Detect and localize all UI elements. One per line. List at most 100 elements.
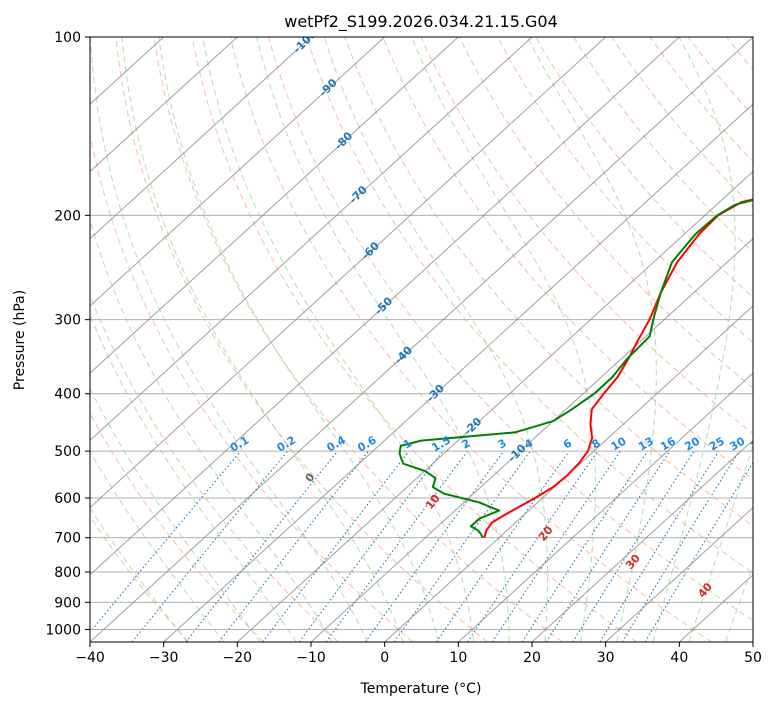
moist-adiabat-line xyxy=(90,507,188,642)
dry-adiabat-line xyxy=(90,412,264,642)
dry-adiabat-line xyxy=(726,37,753,71)
dry-adiabat-line xyxy=(420,37,753,435)
x-axis-title: Temperature (°C) xyxy=(360,681,482,697)
isotherm-line xyxy=(163,103,753,642)
isotherm-line xyxy=(90,37,533,442)
isotherm-line xyxy=(90,37,312,240)
isotherm-line xyxy=(384,305,753,642)
temperature-profile-line xyxy=(483,198,753,538)
y-tick-label: 900 xyxy=(54,595,81,611)
dry-adiabat-line xyxy=(765,37,775,642)
y-tick-label: 200 xyxy=(54,208,81,224)
y-axis: 100 200 300 400 500 600 700 800 900 1000 xyxy=(45,30,90,638)
isotherm-line xyxy=(605,506,753,642)
dry-adiabat-line xyxy=(649,37,753,163)
moist-adiabat-line xyxy=(202,37,475,642)
y-tick-label: 400 xyxy=(54,387,81,403)
moist-adiabat-line xyxy=(411,37,596,642)
x-tick-label: 30 xyxy=(597,650,615,666)
mixing-ratio-line xyxy=(545,450,671,642)
moist-adiabat-label: 10 xyxy=(423,492,443,512)
x-tick-label: 40 xyxy=(670,650,688,666)
mixing-ratio-label: 6 xyxy=(561,436,574,451)
dry-adiabat-line xyxy=(382,37,753,481)
isotherm-line xyxy=(90,37,386,307)
moist-adiabat-line xyxy=(652,37,736,642)
moist-adiabat-line xyxy=(725,563,753,642)
isotherm-line xyxy=(90,37,607,509)
dry-adiabat-line xyxy=(90,131,414,642)
mixing-ratio-line xyxy=(364,450,505,642)
isotherm-line xyxy=(236,170,753,642)
mixing-ratio-line xyxy=(491,450,621,642)
isotherm-label: -100 xyxy=(291,27,320,56)
moist-adiabat-line xyxy=(323,37,549,642)
y-tick-label: 800 xyxy=(54,565,81,581)
moist-adiabats xyxy=(90,37,775,642)
y-tick-label: 700 xyxy=(54,531,81,547)
mixing-ratio-line xyxy=(621,450,740,642)
x-axis: −40 −30 −20 −10 0 10 20 30 40 50 xyxy=(75,642,762,666)
profiles xyxy=(398,198,753,539)
mixing-ratio-line xyxy=(521,450,649,642)
x-tick-label: −10 xyxy=(296,650,326,666)
isotherm-line xyxy=(90,37,680,576)
y-axis-title: Pressure (hPa) xyxy=(12,290,28,390)
y-tick-label: 600 xyxy=(54,491,81,507)
x-tick-label: 10 xyxy=(449,650,467,666)
isotherm-line xyxy=(90,37,238,173)
mixing-ratio-line xyxy=(262,450,410,642)
chart-title: wetPf2_S199.2026.034.21.15.G04 xyxy=(284,12,558,32)
y-tick-label: 100 xyxy=(54,30,81,46)
dry-adiabat-line xyxy=(611,37,753,208)
moist-adiabat-line xyxy=(90,313,297,642)
moist-adiabat-line xyxy=(688,444,753,642)
dry-adiabat-line xyxy=(344,37,753,527)
dry-adiabat-line xyxy=(306,37,753,574)
isotherms xyxy=(90,37,753,642)
dewpoint-profile-line xyxy=(398,199,753,539)
moist-adiabat-line xyxy=(762,37,775,642)
pressure-gridlines xyxy=(90,37,753,630)
dry-adiabat-line xyxy=(115,37,488,642)
moist-adiabat-line xyxy=(90,387,261,642)
dry-adiabat-line xyxy=(153,37,563,642)
isotherm-line xyxy=(752,641,753,642)
isotherm-line xyxy=(90,37,459,374)
moist-adiabat-line xyxy=(256,37,510,642)
mixing-ratio-line xyxy=(599,450,720,642)
moist-adiabat-line xyxy=(90,450,225,642)
y-tick-label: 300 xyxy=(54,313,81,329)
moist-adiabat-line xyxy=(158,37,439,642)
isotherm-line xyxy=(310,237,753,642)
x-tick-label: 20 xyxy=(523,650,541,666)
x-tick-label: −40 xyxy=(75,650,105,666)
mixing-ratio-label: 3 xyxy=(496,436,509,451)
mixing-ratio-line xyxy=(131,450,289,642)
mixing-ratio-line xyxy=(572,450,695,642)
dry-adiabat-line xyxy=(268,37,753,622)
plot-frame xyxy=(89,36,754,643)
dry-adiabat-line xyxy=(496,37,753,344)
dry-adiabat-line xyxy=(90,515,190,642)
dry-adiabat-line xyxy=(573,37,753,253)
moist-adiabat-line xyxy=(90,218,333,642)
mixing-ratio-label: 2 xyxy=(459,437,472,452)
x-tick-label: −20 xyxy=(223,650,253,666)
isotherm-line xyxy=(90,37,753,642)
mixing-ratio-line xyxy=(435,450,570,642)
mixing-ratio-line xyxy=(185,450,339,642)
isotherm-line xyxy=(457,372,753,642)
mixing-ratio-line xyxy=(298,450,444,642)
isotherm-line xyxy=(531,439,753,642)
dry-adiabat-line xyxy=(191,37,638,642)
mixing-ratio-label: 8 xyxy=(589,437,602,452)
moist-adiabat-label: 30 xyxy=(623,552,643,572)
dry-adiabat-line xyxy=(687,37,753,117)
x-tick-label: −30 xyxy=(149,650,179,666)
x-tick-label: 50 xyxy=(744,650,762,666)
mixing-ratio-line xyxy=(218,450,369,642)
mixing-ratio-label: 1 xyxy=(401,436,414,451)
mixing-ratio-label: 36 xyxy=(748,434,768,453)
